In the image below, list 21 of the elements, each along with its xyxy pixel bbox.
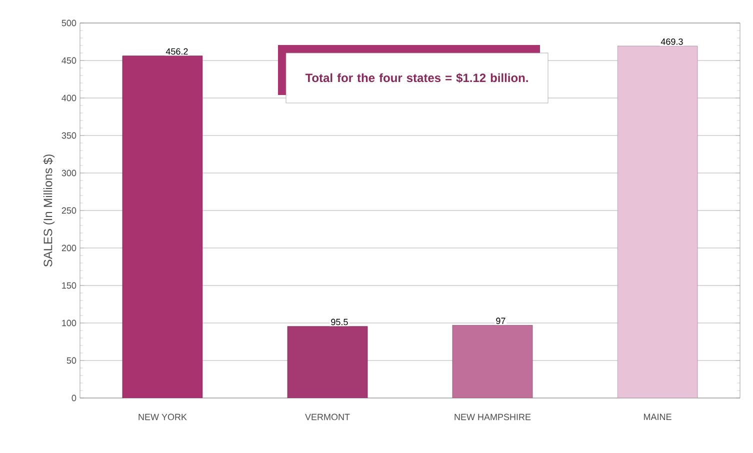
x-tick-label: MAINE — [644, 414, 672, 420]
y-tick-label: 450 — [62, 57, 76, 64]
x-tick-label: NEW YORK — [138, 414, 187, 420]
x-tick-label: NEW HAMPSHIRE — [454, 414, 531, 420]
data-label: 97 — [496, 318, 506, 324]
y-tick-label: 200 — [62, 244, 76, 252]
annotation: Total for the four states = $1.12 billion. — [305, 73, 528, 83]
data-label: 456.2 — [166, 48, 188, 55]
y-tick-label: 100 — [62, 320, 76, 326]
y-tick-label: 250 — [62, 207, 76, 214]
y-tick-label: 400 — [62, 94, 76, 102]
y-tick-label: 0 — [72, 394, 76, 402]
y-axis-title: SALES (In Millions $) — [43, 154, 55, 267]
x-tick-label: VERMONT — [305, 414, 350, 420]
data-label: 469.3 — [660, 38, 683, 45]
y-tick-label: 350 — [62, 132, 76, 139]
y-tick-label: 50 — [66, 357, 76, 364]
y-tick-label: 150 — [62, 282, 76, 289]
y-tick-label: 500 — [62, 20, 76, 26]
y-tick-label: 300 — [62, 170, 76, 176]
data-label: 95.5 — [331, 318, 348, 326]
